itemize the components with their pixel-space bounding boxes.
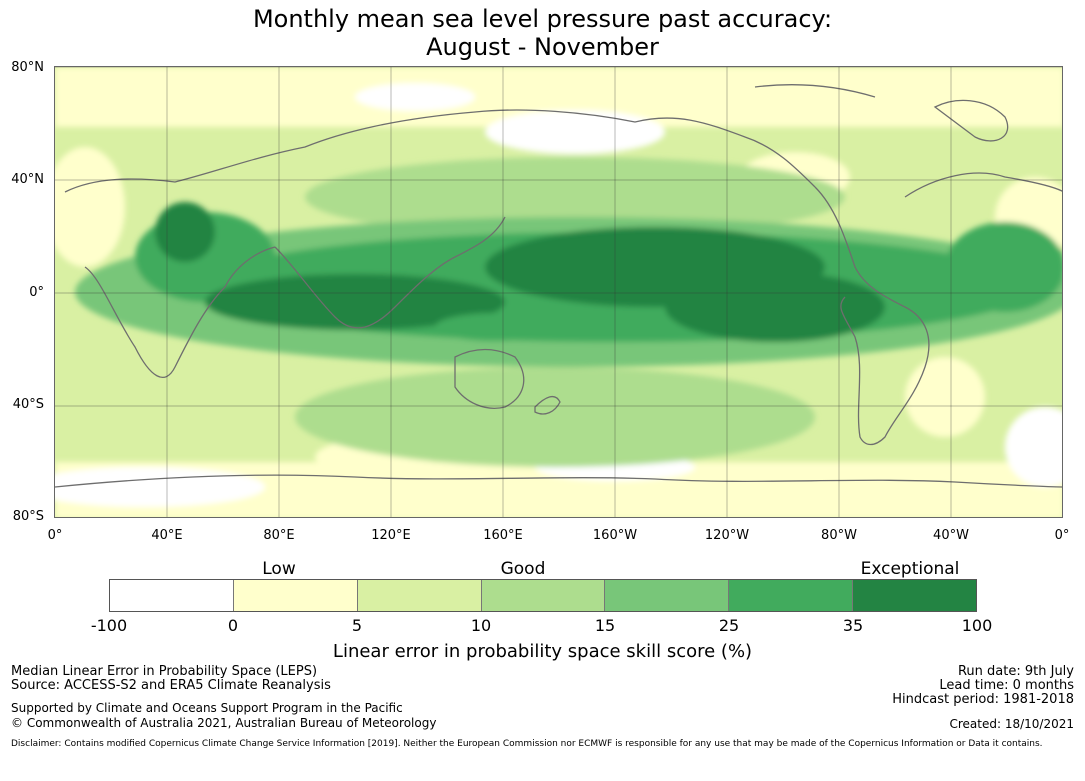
colorbar-segment	[357, 580, 482, 611]
footer-copyright-text: © Commonwealth of Australia 2021, Austra…	[11, 716, 437, 730]
lon-label-0-end: 0°	[1054, 528, 1070, 543]
lat-label-40s: 40°S	[12, 397, 44, 412]
lon-label-160w: 160°W	[592, 528, 638, 543]
colorbar-tick-label: -100	[90, 616, 128, 635]
colorbar-tick-label: 5	[351, 616, 363, 635]
colorbar	[109, 579, 977, 612]
skill-score-map	[54, 66, 1063, 518]
footer-leps-text: Median Linear Error in Probability Space…	[11, 664, 318, 679]
lat-label-80s: 80°S	[12, 509, 44, 524]
colorbar-tick-label: 15	[594, 616, 616, 635]
map-canvas	[55, 67, 1062, 517]
colorbar-tick-label: 10	[470, 616, 492, 635]
lon-label-120e: 120°E	[371, 528, 411, 543]
skill-field	[55, 67, 1062, 517]
lat-label-40n: 40°N	[11, 172, 44, 187]
colorbar-segment	[729, 580, 854, 611]
lat-label-0: 0°	[29, 285, 44, 300]
category-label-good: Good	[500, 559, 546, 579]
coastlines	[55, 84, 1062, 488]
created-date-text: Created: 18/10/2021	[949, 717, 1074, 731]
lon-label-80e: 80°E	[263, 528, 295, 543]
colorbar-tick-label: 35	[842, 616, 864, 635]
colorbar-tick-label: 100	[961, 616, 993, 635]
map-title-line-1: Monthly mean sea level pressure past acc…	[252, 5, 833, 33]
colorbar-segment	[110, 580, 234, 611]
footer-support-text: Supported by Climate and Oceans Support …	[11, 701, 403, 715]
category-label-exceptional: Exceptional	[860, 559, 960, 579]
disclaimer-text: Disclaimer: Contains modified Copernicus…	[11, 739, 1043, 749]
hindcast-period-text: Hindcast period: 1981-2018	[892, 692, 1074, 707]
colorbar-segment	[605, 580, 730, 611]
lon-label-120w: 120°W	[704, 528, 750, 543]
run-date-text: Run date: 9th July	[957, 664, 1074, 679]
footer-source-text: Source: ACCESS-S2 and ERA5 Climate Reana…	[11, 678, 331, 693]
colorbar-tick-label: 25	[718, 616, 740, 635]
colorbar-segment	[853, 580, 977, 611]
colorbar-segment	[481, 580, 606, 611]
lon-label-0: 0°	[47, 528, 63, 543]
lon-label-40w: 40°W	[933, 528, 969, 543]
category-label-low: Low	[262, 559, 296, 579]
lon-label-160e: 160°E	[483, 528, 523, 543]
lon-label-80w: 80°W	[821, 528, 857, 543]
graticule	[55, 67, 1062, 517]
lon-label-40e: 40°E	[151, 528, 183, 543]
colorbar-title: Linear error in probability space skill …	[332, 641, 753, 662]
colorbar-segment	[233, 580, 358, 611]
lat-label-80n: 80°N	[11, 60, 44, 75]
colorbar-tick-label: 0	[227, 616, 239, 635]
map-title-line-2: August - November	[426, 33, 659, 61]
lead-time-text: Lead time: 0 months	[939, 678, 1074, 693]
